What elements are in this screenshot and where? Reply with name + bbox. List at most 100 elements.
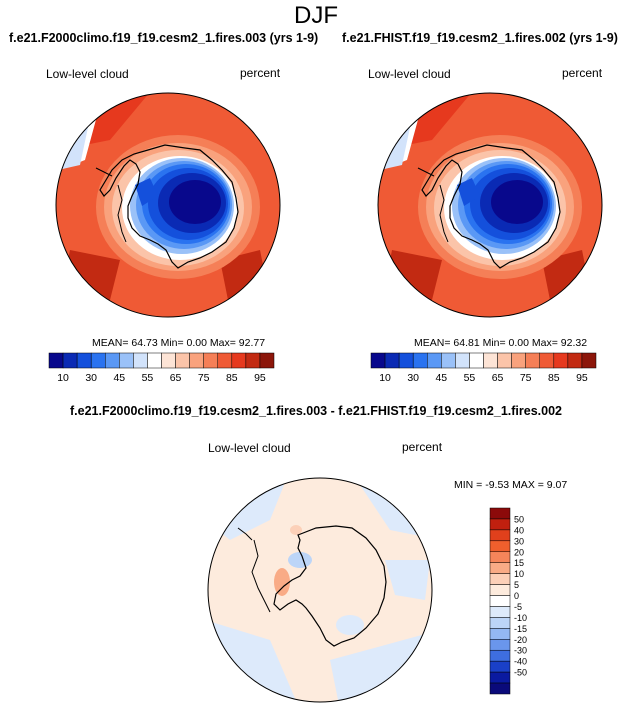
colorbar-tick-label: 15 bbox=[514, 558, 524, 568]
colorbar-swatch bbox=[489, 540, 511, 553]
map-panel-1 bbox=[55, 92, 281, 318]
colorbar-tick-label: 10 bbox=[514, 569, 524, 579]
colorbar-swatch bbox=[175, 352, 190, 369]
colorbar-swatch bbox=[48, 352, 64, 369]
colorbar-swatch bbox=[489, 518, 511, 531]
antarctica-coastline-1 bbox=[99, 144, 239, 269]
colorbar-swatch bbox=[231, 352, 247, 369]
season-title: DJF bbox=[294, 2, 338, 29]
colorbar-tick-label: 95 bbox=[254, 372, 266, 384]
colorbar-swatch bbox=[62, 352, 78, 369]
colorbar-tick-label: 45 bbox=[113, 372, 125, 384]
colorbar-tick-label: 55 bbox=[142, 372, 154, 384]
colorbar-swatch bbox=[489, 639, 511, 651]
colorbar-swatch bbox=[483, 352, 498, 369]
colorbar-swatch bbox=[525, 352, 540, 369]
panel-1-title: f.e21.F2000climo.f19_f19.cesm2_1.fires.0… bbox=[9, 31, 319, 45]
colorbar-swatch bbox=[189, 352, 204, 369]
colorbar-tick-label: 50 bbox=[514, 514, 524, 524]
colorbar-tick-label: -15 bbox=[514, 624, 527, 634]
colorbar-swatch bbox=[489, 529, 511, 542]
colorbar-swatch bbox=[489, 584, 511, 596]
panel-1-units: percent bbox=[240, 66, 281, 80]
colorbar-swatch bbox=[497, 352, 512, 369]
colorbar-swatch bbox=[489, 628, 511, 640]
colorbar-swatch bbox=[133, 352, 148, 369]
colorbar-swatch bbox=[489, 606, 511, 618]
colorbar-swatch bbox=[489, 573, 511, 585]
colorbar-tick-label: 20 bbox=[514, 547, 524, 557]
colorbar-tick-label: 30 bbox=[514, 536, 524, 546]
panel-1-stats: MEAN= 64.73 Min= 0.00 Max= 92.77 bbox=[92, 337, 266, 349]
colorbar-tick-label: 5 bbox=[514, 580, 519, 590]
colorbar-tick-label: 0 bbox=[514, 591, 519, 601]
colorbar-tick-label: -5 bbox=[514, 602, 522, 612]
colorbar-swatch bbox=[489, 660, 511, 673]
colorbar-tick-label: -30 bbox=[514, 646, 527, 656]
colorbar-tick-label: 95 bbox=[576, 372, 588, 384]
colorbar-swatch bbox=[489, 551, 511, 563]
colorbar-swatch bbox=[489, 595, 511, 607]
colorbar-tick-label: 75 bbox=[520, 372, 532, 384]
colorbar-swatch bbox=[489, 617, 511, 629]
colorbar-tick-label: 10 bbox=[379, 372, 391, 384]
panel-2-variable: Low-level cloud bbox=[368, 67, 451, 81]
colorbar-swatch bbox=[245, 352, 261, 369]
colorbar-tick-label: -50 bbox=[514, 668, 527, 678]
colorbar-panel-2: 10 30 45 55 65 75 85 95 bbox=[370, 352, 597, 384]
colorbar-swatch bbox=[489, 649, 511, 662]
colorbar-swatch bbox=[455, 352, 470, 369]
colorbar-swatch bbox=[105, 352, 120, 369]
map-panel-2 bbox=[377, 92, 603, 318]
colorbar-panel-1: 10 30 45 55 65 75 85 95 bbox=[48, 352, 275, 384]
colorbar-swatch bbox=[217, 352, 233, 369]
colorbar-swatch bbox=[398, 352, 414, 369]
panel-1-variable: Low-level cloud bbox=[46, 67, 129, 81]
colorbar-tick-label: -20 bbox=[514, 635, 527, 645]
colorbar-swatch bbox=[489, 671, 511, 684]
colorbar-tick-label: -40 bbox=[514, 657, 527, 667]
diff-variable: Low-level cloud bbox=[208, 441, 291, 455]
colorbar-tick-label: 30 bbox=[407, 372, 419, 384]
map-panel-diff bbox=[207, 477, 433, 703]
colorbar-swatch bbox=[581, 352, 597, 369]
colorbar-tick-label: 65 bbox=[492, 372, 504, 384]
colorbar-swatch bbox=[119, 352, 134, 369]
colorbar-tick-label: 65 bbox=[170, 372, 182, 384]
antarctica-coastline-2 bbox=[421, 144, 561, 269]
colorbar-swatch bbox=[161, 352, 176, 369]
colorbar-tick-label: 85 bbox=[548, 372, 560, 384]
colorbar-swatch bbox=[469, 352, 484, 369]
colorbar-tick-label: 45 bbox=[435, 372, 447, 384]
antarctica-coastline-diff bbox=[273, 525, 387, 647]
colorbar-swatch bbox=[203, 352, 218, 369]
diff-title: f.e21.F2000climo.f19_f19.cesm2_1.fires.0… bbox=[70, 404, 562, 418]
colorbar-tick-label: -10 bbox=[514, 613, 527, 623]
panel-2-title: f.e21.FHIST.f19_f19.cesm2_1.fires.002 (y… bbox=[342, 31, 618, 45]
colorbar-swatch bbox=[427, 352, 442, 369]
diff-stats: MIN = -9.53 MAX = 9.07 bbox=[454, 479, 568, 491]
panel-2-units: percent bbox=[562, 66, 603, 80]
colorbar-swatch bbox=[539, 352, 555, 369]
colorbar-swatch bbox=[489, 562, 511, 574]
panel-2-stats: MEAN= 64.81 Min= 0.00 Max= 92.32 bbox=[414, 337, 588, 349]
colorbar-tick-label: 10 bbox=[57, 372, 69, 384]
colorbar-swatch bbox=[259, 352, 275, 369]
colorbar-tick-label: 75 bbox=[198, 372, 210, 384]
colorbar-swatch bbox=[567, 352, 583, 369]
colorbar-swatch bbox=[147, 352, 162, 369]
colorbar-swatch bbox=[90, 352, 106, 369]
colorbar-tick-label: 30 bbox=[85, 372, 97, 384]
colorbar-swatch bbox=[76, 352, 92, 369]
diff-units: percent bbox=[402, 440, 443, 454]
colorbar-tick-label: 55 bbox=[464, 372, 476, 384]
colorbar-swatch bbox=[489, 682, 511, 695]
colorbar-tick-label: 40 bbox=[514, 525, 524, 535]
colorbar-tick-label: 85 bbox=[226, 372, 238, 384]
colorbar-swatch bbox=[412, 352, 428, 369]
colorbar-swatch bbox=[370, 352, 386, 369]
colorbar-swatch bbox=[553, 352, 569, 369]
colorbar-swatch bbox=[489, 507, 511, 520]
